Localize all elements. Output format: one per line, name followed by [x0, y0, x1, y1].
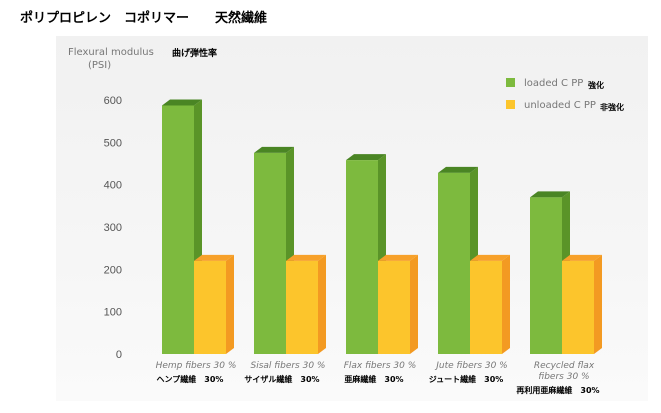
x-tick-label-jp: 再利用亜麻繊維 30% [516, 385, 599, 395]
loaded-bar-front [254, 152, 286, 354]
unloaded-bar [286, 254, 326, 354]
loaded-bar [162, 99, 202, 355]
unloaded-bar [562, 254, 602, 354]
loaded-bar-front [530, 197, 562, 354]
unloaded-bar [194, 254, 234, 354]
unloaded-bar-front [378, 260, 410, 354]
y-axis-label: Flexural modulus [68, 47, 154, 58]
loaded-bar-top [254, 146, 294, 153]
unloaded-bar-top [378, 254, 418, 261]
y-tick-label: 300 [104, 222, 122, 234]
y-tick-label: 600 [104, 95, 122, 107]
x-tick-label: Hemp fibers 30 % [156, 361, 237, 371]
unloaded-bar-side [226, 254, 234, 354]
unloaded-bar-side [410, 254, 418, 354]
legend-label: unloaded C PP [524, 100, 596, 111]
loaded-bar-front [346, 160, 378, 354]
loaded-bar-front [162, 105, 194, 355]
legend-swatch [506, 78, 515, 87]
x-tick-label-jp: ヘンプ繊維 30% [157, 374, 224, 384]
unloaded-bar-front [194, 260, 226, 354]
unloaded-bar-side [594, 254, 602, 354]
y-tick-label: 400 [104, 180, 122, 192]
unloaded-bar-front [286, 260, 318, 354]
legend-label-jp: 非強化 [600, 102, 624, 112]
x-tick-label: Flax fibers 30 % [344, 361, 417, 371]
legend-swatch [506, 100, 515, 109]
legend-label: loaded C PP [524, 78, 583, 89]
y-tick-label: 100 [104, 307, 122, 319]
legend-label-jp: 強化 [588, 80, 604, 90]
loaded-bar-top [530, 191, 570, 198]
unloaded-bar-top [194, 254, 234, 261]
y-tick-label: 500 [104, 137, 122, 149]
loaded-bar-top [346, 154, 386, 161]
unloaded-bar-top [562, 254, 602, 261]
x-tick-label-jp: ジュート繊維 30% [429, 374, 504, 384]
unloaded-bar-top [470, 254, 510, 261]
y-axis-unit: (PSI) [88, 60, 111, 71]
unloaded-bar-side [502, 254, 510, 354]
unloaded-bar-top [286, 254, 326, 261]
x-tick-label: Jute fibers 30 % [434, 361, 507, 371]
x-tick-label: Recycled flax [534, 361, 595, 371]
loaded-bar-top [162, 99, 202, 106]
unloaded-bar-front [562, 260, 594, 354]
y-tick-label: 200 [104, 264, 122, 276]
unloaded-bar [378, 254, 418, 354]
y-axis-label-jp: 曲げ弾性率 [172, 47, 217, 59]
y-tick-label: 0 [116, 349, 122, 361]
x-tick-label-jp: サイザル繊維 30% [244, 374, 319, 384]
page-title: ポリプロピレン コポリマー 天然繊維 [20, 11, 268, 26]
unloaded-bar-side [318, 254, 326, 354]
loaded-bar [346, 154, 386, 354]
unloaded-bar [470, 254, 510, 354]
x-tick-label-jp: 亜麻繊維 30% [344, 374, 403, 384]
x-tick-label: fibers 30 % [538, 372, 589, 382]
loaded-bar-top [438, 166, 478, 173]
x-tick-label: Sisal fibers 30 % [251, 361, 326, 371]
unloaded-bar-front [470, 260, 502, 354]
loaded-bar-front [438, 172, 470, 354]
